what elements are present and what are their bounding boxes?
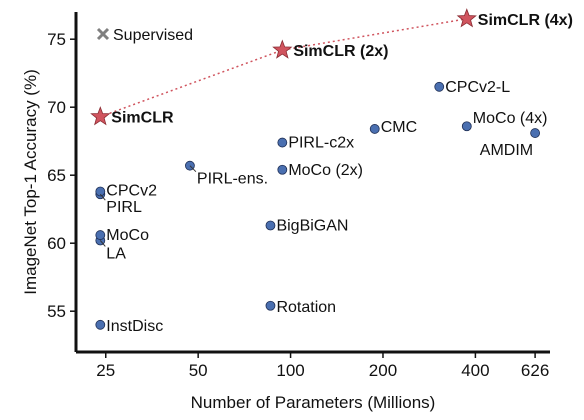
x-axis-title: Number of Parameters (Millions) <box>191 393 436 412</box>
data-point-label: CMC <box>381 119 417 136</box>
data-point <box>277 164 288 175</box>
data-point-label: BigBiGAN <box>276 218 348 235</box>
data-point <box>461 121 472 132</box>
data-point <box>434 81 445 92</box>
simclr-star-label: SimCLR <box>111 110 174 127</box>
x-tick-label: 400 <box>461 361 489 380</box>
y-tick-label: 55 <box>47 302 66 321</box>
y-tick-label: 75 <box>47 30 66 49</box>
data-point-label: CPCv2 <box>106 183 157 200</box>
data-point-label: PIRL-c2x <box>288 135 354 152</box>
simclr-star-marker <box>272 39 293 59</box>
y-axis-title: ImageNet Top-1 Accuracy (%) <box>21 69 40 295</box>
data-point <box>277 137 288 148</box>
legend-x-marker <box>96 27 110 41</box>
data-point <box>95 319 106 330</box>
data-point-label: MoCo <box>106 227 149 244</box>
data-point-label: InstDisc <box>106 318 163 335</box>
legend: Supervised <box>96 27 193 44</box>
label-leader-line <box>189 165 197 173</box>
legend-label: Supervised <box>113 27 193 44</box>
data-point <box>530 128 541 138</box>
x-tick-label: 50 <box>189 361 208 380</box>
simclr-star-marker <box>90 106 111 126</box>
x-tick-label: 25 <box>96 361 115 380</box>
data-point <box>95 186 106 197</box>
data-point-label: LA <box>106 245 126 262</box>
label-leader-line <box>99 193 106 201</box>
axes: 25 50 100 200 400 626 55 60 65 70 75 <box>47 12 550 380</box>
data-point-label: MoCo (2x) <box>288 162 363 179</box>
y-tick-label: 60 <box>47 234 66 253</box>
x-tick-label: 100 <box>276 361 304 380</box>
y-tick-label: 70 <box>47 98 66 117</box>
x-tick-label: 200 <box>369 361 397 380</box>
simclr-star-label: SimCLR (2x) <box>293 43 388 60</box>
y-tick-label: 65 <box>47 166 66 185</box>
data-point-label: CPCv2-L <box>445 79 510 96</box>
data-point-label: MoCo (4x) <box>473 110 548 127</box>
data-point <box>265 220 276 231</box>
label-leader-line <box>99 240 106 247</box>
x-tick-label: 626 <box>521 361 549 380</box>
simclr-star-label: SimCLR (4x) <box>478 12 573 29</box>
data-point-label: PIRL <box>106 199 142 216</box>
data-point <box>95 230 106 240</box>
simclr-star-marker <box>456 8 477 28</box>
data-point-label: PIRL-ens. <box>197 171 268 188</box>
data-point-label: Rotation <box>276 299 336 316</box>
data-point-label: AMDIM <box>480 142 533 159</box>
data-point <box>369 124 380 134</box>
data-point <box>265 300 276 311</box>
